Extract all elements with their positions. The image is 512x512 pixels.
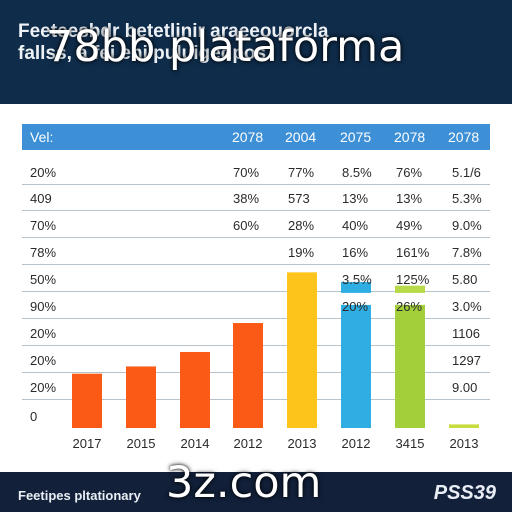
row-label: 90% xyxy=(30,299,57,314)
table-cell: 28% xyxy=(288,218,315,233)
bar-cap xyxy=(341,282,371,293)
grid-rule xyxy=(22,291,490,292)
table-cell: 77% xyxy=(288,165,315,180)
table-cell: 9.0% xyxy=(452,218,482,233)
row-label: 78% xyxy=(30,245,57,260)
table-header-cell: 2078 xyxy=(394,129,426,145)
table-cell: 573 xyxy=(288,191,310,206)
x-tick-label: 2013 xyxy=(287,436,317,451)
bar xyxy=(180,351,210,428)
x-tick-label: 2017 xyxy=(72,436,102,451)
table-cell: 20% xyxy=(342,299,369,314)
table-cell: 49% xyxy=(396,218,423,233)
grid-rule xyxy=(22,264,490,265)
table-cell: 1106 xyxy=(452,326,480,341)
table-header-cell: 2078 xyxy=(448,129,480,145)
table-header-cell: Vel: xyxy=(30,129,54,145)
table-cell: 9.00 xyxy=(452,380,478,395)
grid-rule xyxy=(22,237,490,238)
table-cell: 5.1/6 xyxy=(452,165,481,180)
table-cell: 26% xyxy=(396,299,423,314)
x-tick-label: 2012 xyxy=(233,436,263,451)
table-cell: 76% xyxy=(396,165,423,180)
footer-caption: Feetipes pltationary xyxy=(18,488,141,503)
table-cell: 70% xyxy=(233,165,260,180)
table-header-cell: 2004 xyxy=(285,129,317,145)
bar xyxy=(233,323,263,428)
bar xyxy=(72,373,102,428)
table-cell: 60% xyxy=(233,218,260,233)
row-label: 50% xyxy=(30,272,57,287)
header-banner: Feeteesbdr betetlinir araeeouorcla falls… xyxy=(0,0,512,104)
table-cell: 7.8% xyxy=(452,245,482,260)
row-label: 20% xyxy=(30,326,57,341)
table-header-row: Vel: 2078 2004 2075 2078 2078 xyxy=(22,124,490,150)
row-label: 70% xyxy=(30,218,57,233)
row-label: 20% xyxy=(30,380,57,395)
watermark-top: 78bb plataforma xyxy=(46,22,405,72)
watermark-bottom: 3z.com xyxy=(166,458,322,508)
footer-logo: PSS39 xyxy=(433,482,496,504)
grid-rule xyxy=(22,318,490,319)
bar xyxy=(395,304,425,428)
row-label: 20% xyxy=(30,353,57,368)
x-tick-label: 3415 xyxy=(395,436,425,451)
table-cell: 5.80 xyxy=(452,272,478,287)
chart-subtitle: fallss, a fei eni puluigedpos xyxy=(18,44,267,64)
bar xyxy=(341,304,371,428)
table-cell: 1297 xyxy=(452,353,481,368)
table-cell: 38% xyxy=(233,191,260,206)
row-label: 20% xyxy=(30,165,57,180)
row-label: 0 xyxy=(30,409,38,424)
table-cell: 13% xyxy=(342,191,369,206)
footer-bar: Feetipes pltationary PSS39 xyxy=(0,472,512,512)
table-cell: 3.5% xyxy=(342,272,372,287)
table-header-cell: 2078 xyxy=(232,129,264,145)
table-cell: 125% xyxy=(396,272,430,287)
chart-title: Feeteesbdr betetlinir araeeouorcla xyxy=(18,22,329,42)
table-cell: 19% xyxy=(288,245,315,260)
bar xyxy=(287,272,317,428)
bar xyxy=(449,424,479,428)
table-cell: 13% xyxy=(396,191,423,206)
table-cell: 161% xyxy=(396,245,430,260)
table-cell: 3.0% xyxy=(452,299,482,314)
table-cell: 5.3% xyxy=(452,191,482,206)
table-cell: 8.5% xyxy=(342,165,372,180)
grid-rule xyxy=(22,210,490,211)
bar-cap xyxy=(395,285,425,293)
table-header-cell: 2075 xyxy=(340,129,372,145)
table-cell: 16% xyxy=(342,245,369,260)
grid-rule xyxy=(22,184,490,185)
x-tick-label: 2014 xyxy=(180,436,210,451)
row-label: 409 xyxy=(30,191,52,206)
x-tick-label: 2012 xyxy=(341,436,371,451)
bar xyxy=(126,366,156,428)
x-tick-label: 2015 xyxy=(126,436,156,451)
table-cell: 40% xyxy=(342,218,369,233)
x-tick-label: 2013 xyxy=(449,436,479,451)
